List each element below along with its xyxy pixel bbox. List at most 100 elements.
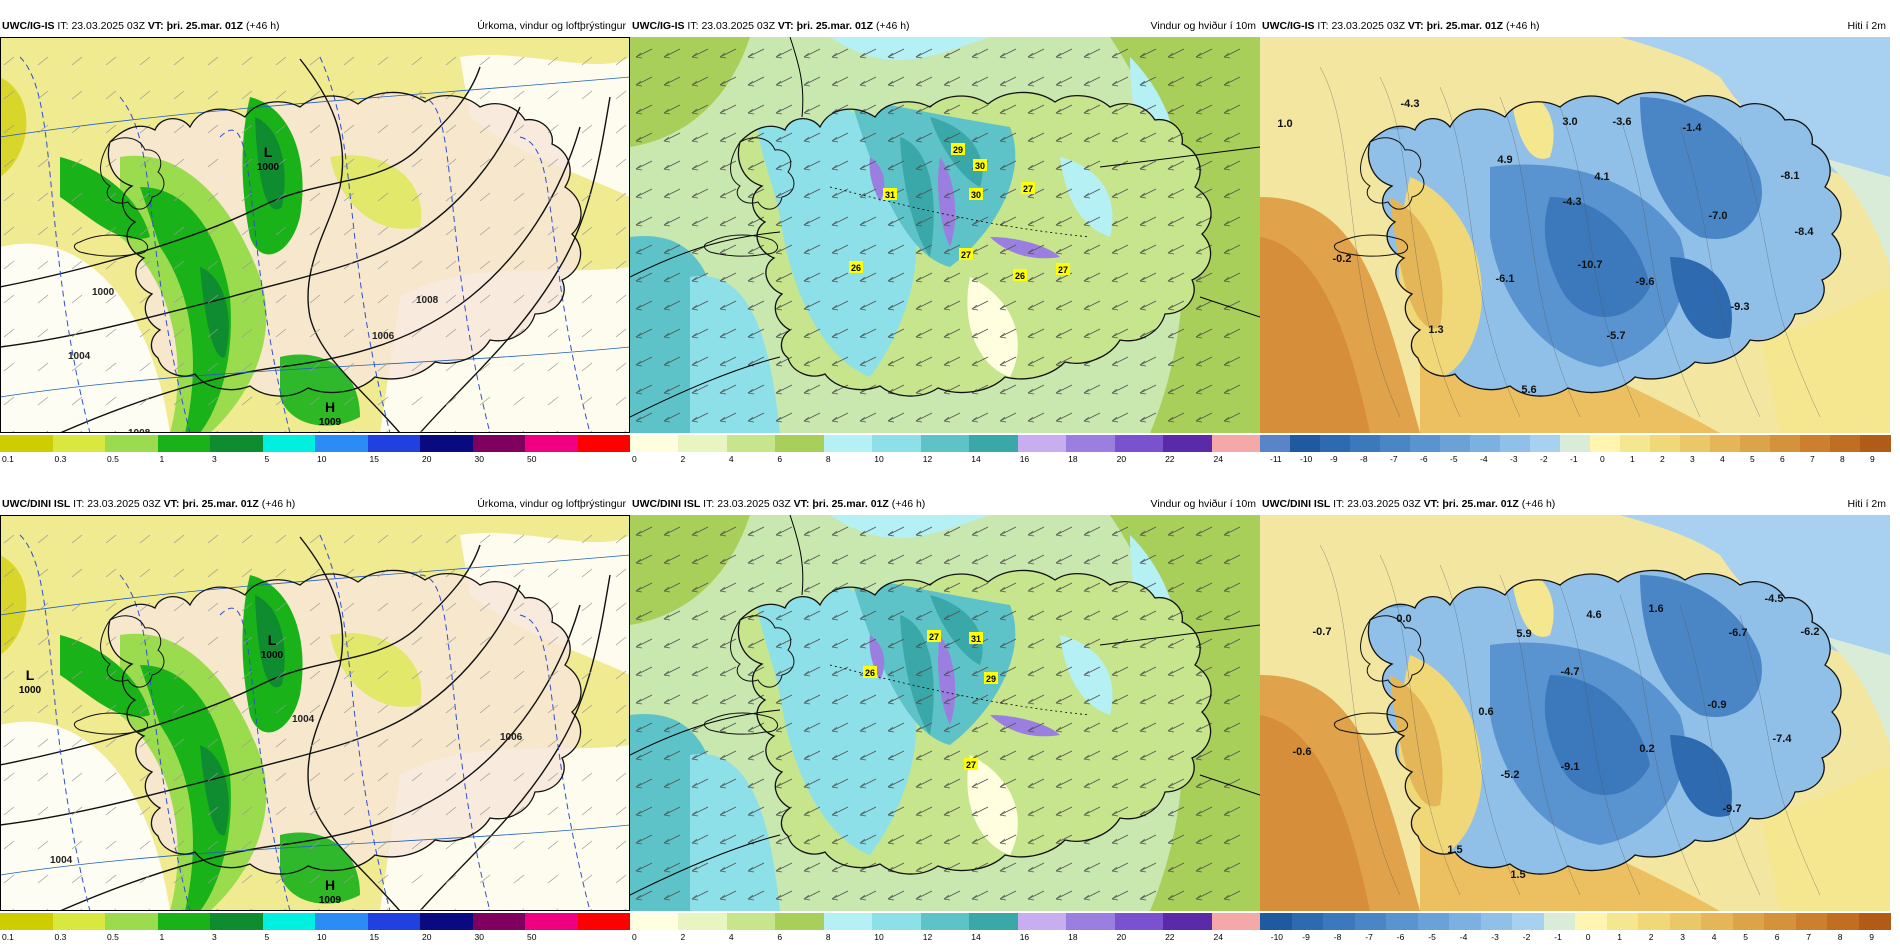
product-title: Hiti í 2m [1847, 20, 1886, 32]
colorbar-tick-label: 6 [1780, 454, 1785, 464]
colorbar-tick-label: 1 [159, 454, 165, 464]
colorbar-swatch [1512, 913, 1544, 930]
temperature-label: 3.0 [1562, 116, 1577, 128]
colorbar-tick-label: 16 [1019, 932, 1030, 942]
colorbar-tick-label: 0 [632, 932, 637, 942]
colorbar-tick-label: 16 [1019, 454, 1030, 464]
colorbar-tick-label: -10 [1270, 932, 1284, 942]
colorbar-swatch [823, 435, 873, 452]
colorbar-tick-label: 0 [632, 454, 637, 464]
svg-text:29: 29 [986, 674, 996, 684]
colorbar-swatch [1620, 435, 1651, 452]
colorbar-swatch [1764, 913, 1796, 930]
colorbar-swatch [1530, 435, 1561, 452]
map-svg: 27 31 26 29 27 [630, 515, 1260, 911]
colorbar-tick-label: -4 [1459, 932, 1468, 942]
colorbar-swatch [105, 435, 158, 452]
valid-time-label: VT: [793, 498, 810, 510]
gust-label: 27 [927, 630, 941, 642]
colorbar-tick-label: -6 [1420, 454, 1428, 464]
colorbar-tick-label: -3 [1510, 454, 1518, 464]
colorbar-swatch [1323, 913, 1355, 930]
map-canvas[interactable]: 1004100610061004L1000L1000H1009 [0, 515, 630, 911]
colorbar-tick-label: 3 [212, 932, 217, 942]
map-canvas[interactable]: 27 31 26 29 27 [630, 515, 1260, 911]
colorbar-tick-label: 10 [317, 932, 327, 942]
isobar-label: 1006 [500, 732, 523, 743]
gust-label: 27 [1056, 263, 1070, 275]
lead-time: (+46 h) [875, 20, 910, 32]
product-title: Vindur og hviður í 10m [1150, 498, 1256, 510]
valid-time: þri. 25.mar. 01Z [1426, 20, 1504, 32]
temperature-label: 4.9 [1497, 154, 1512, 166]
init-time-label: IT: [73, 498, 85, 510]
colorbar-tick-label: 20 [1116, 454, 1127, 464]
colorbar-tick-label: 0.5 [107, 454, 119, 464]
temperature-label: -7.0 [1709, 210, 1728, 222]
colorbar-swatch [1732, 913, 1765, 930]
product-title: Úrkoma, vindur og loftþrýstingur [477, 20, 626, 32]
isobar-label: 1008 [128, 428, 151, 433]
pressure-center-value: 1009 [319, 417, 342, 428]
colorbar-tick-label: 1 [159, 932, 165, 942]
init-time: 23.03.2025 03Z [71, 20, 145, 32]
colorbar-tick-label: -2 [1522, 932, 1531, 942]
colorbar-swatch [1543, 913, 1576, 930]
map-canvas[interactable]: 29 30 31 30 27 27 26 26 27 [630, 37, 1260, 433]
colorbar-swatch [1575, 913, 1607, 930]
colorbar-swatch [1800, 435, 1831, 452]
colorbar-tick-label: 4 [1711, 932, 1717, 942]
colorbar-tick-label: 2 [1660, 454, 1665, 464]
colorbar-swatch [1701, 913, 1733, 930]
colorbar-swatch [775, 913, 825, 930]
pressure-center-value: 1000 [257, 162, 280, 173]
colorbar-swatch [1710, 435, 1741, 452]
temperature-label: 1.5 [1510, 869, 1525, 881]
pressure-center-value: 1009 [319, 895, 342, 906]
colorbar-swatch [262, 435, 316, 452]
svg-text:27: 27 [1023, 184, 1033, 194]
colorbar-swatch [1827, 913, 1859, 930]
colorbar-swatch [630, 435, 679, 452]
colorbar-swatch [0, 913, 53, 930]
colorbar-swatch [157, 435, 211, 452]
colorbar-swatch [969, 913, 1019, 930]
run-info: UWC/IG-IS IT: 23.03.2025 03Z VT: þri. 25… [2, 17, 280, 35]
colorbar-swatch [775, 435, 825, 452]
colorbar-swatch [0, 435, 53, 452]
colorbar-tick-label: 1 [1630, 454, 1635, 464]
colorbar-tick-label: 8 [825, 454, 831, 464]
valid-time: þri. 25.mar. 01Z [182, 498, 259, 510]
isobar-label: 1000 [92, 287, 115, 298]
map-canvas[interactable]: 1.0 -4.3 3.0 -3.6 -1.4 4.9 4.1 -8.1 -4.3 -7.0 -8.4… [1260, 37, 1890, 433]
colorbar-tick-label: 14 [971, 454, 981, 464]
colorbar-swatch [1320, 435, 1351, 452]
colorbar-swatch [315, 435, 368, 452]
colorbar-swatch [1650, 435, 1681, 452]
temperature-label: -7.4 [1773, 733, 1793, 745]
colorbar-swatch [726, 913, 776, 930]
colorbar-swatch [1590, 435, 1621, 452]
colorbar-tick-label: -6 [1396, 932, 1405, 942]
temperature-label: -0.6 [1293, 746, 1312, 758]
temperature-label: -8.4 [1795, 226, 1815, 238]
colorbar-swatch [1470, 435, 1501, 452]
isobar-label: 1006 [372, 331, 395, 342]
colorbar-tick-label: 3 [1680, 932, 1685, 942]
colorbar-swatch [1260, 913, 1292, 930]
map-canvas[interactable]: -0.7 0.0 5.9 4.6 1.6 -4.5 -6.7 -6.2 -4.7 0.6 -0.9 -… [1260, 515, 1890, 911]
gust-label: 27 [1021, 182, 1035, 194]
colorbar-tick-label: 12 [922, 454, 933, 464]
colorbar-tick-label: 4 [1720, 454, 1725, 464]
colorbar-tick-label: 0.5 [107, 932, 119, 942]
init-time: 23.03.2025 03Z [717, 498, 791, 510]
colorbar-swatch [1795, 913, 1828, 930]
colorbar-swatch [525, 435, 578, 452]
valid-time: þri. 25.mar. 01Z [812, 498, 889, 510]
colorbar-swatch [157, 913, 211, 930]
map-canvas[interactable]: 1000 1004 1006 1008 1008 L 1000 H 1009 [0, 37, 630, 433]
colorbar-tick-label: 5 [1750, 454, 1755, 464]
model-name: UWC/DINI ISL [632, 498, 701, 510]
temperature-label: -9.3 [1731, 301, 1750, 313]
colorbar-swatch [1500, 435, 1531, 452]
